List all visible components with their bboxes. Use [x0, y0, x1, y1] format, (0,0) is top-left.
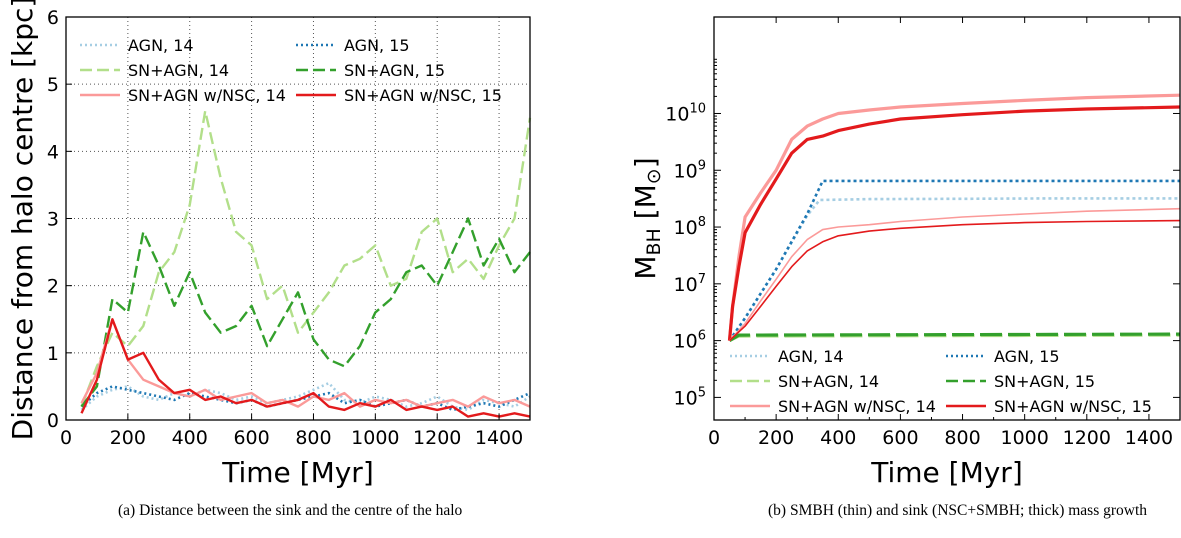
legend-label: AGN, 15	[994, 347, 1060, 366]
series-line-agn-15	[82, 386, 531, 410]
y-tick-label: 0	[47, 410, 59, 432]
y-tick-label: 1010	[665, 101, 706, 125]
x-tick-label: 400	[820, 427, 856, 449]
x-tick-label: 1200	[413, 427, 461, 449]
y-tick-label: 3	[47, 209, 59, 231]
series-line-agn-14	[730, 198, 1181, 340]
y-tick-label: 106	[674, 329, 706, 353]
legend-label: SN+AGN w/NSC, 14	[778, 397, 936, 416]
y-tick-label: 105	[674, 385, 706, 409]
y-tick-label: 108	[674, 215, 706, 239]
x-tick-label: 0	[708, 427, 720, 449]
x-tick-label: 600	[233, 427, 269, 449]
figure: 0 200 400 600 800 1000 1200 1400 0 1 2 3 4 5 6 AGN, 14…	[0, 0, 1181, 500]
x-tick-label: 800	[295, 427, 331, 449]
x-tick-label: 200	[110, 427, 146, 449]
legend-label: SN+AGN w/NSC, 15	[344, 86, 502, 105]
y-tick-label: 6	[47, 7, 59, 29]
panel-a-x-axis-label: Time [Myr]	[221, 456, 374, 489]
legend-label: SN+AGN w/NSC, 15	[994, 397, 1152, 416]
x-tick-label: 1000	[1000, 427, 1048, 449]
legend-label: SN+AGN, 14	[128, 61, 229, 80]
x-tick-label: 400	[172, 427, 208, 449]
panel-b-series	[730, 95, 1181, 340]
panel-a-y-axis-label: Distance from halo centre [kpc]	[6, 0, 39, 440]
legend-label: SN+AGN w/NSC, 14	[128, 86, 286, 105]
x-tick-label: 1200	[1063, 427, 1111, 449]
caption-a: (a) Distance between the sink and the ce…	[118, 502, 462, 520]
x-tick-label: 0	[60, 427, 72, 449]
series-line-sn-agn-w-nsc-15	[730, 107, 1181, 341]
y-tick-label: 1	[47, 343, 59, 365]
panel-a-ticks: 0 200 400 600 800 1000 1200 1400 0 1 2 3 4 5 6	[47, 7, 523, 449]
panel-b-y-axis-label: MBH [M⊙]	[629, 157, 665, 279]
caption-b: (b) SMBH (thin) and sink (NSC+SMBH; thic…	[768, 502, 1147, 520]
panel-b-legend: AGN, 14 AGN, 15 SN+AGN, 14 SN+AGN, 15 SN+AGN…	[730, 347, 1152, 416]
legend-label: AGN, 14	[128, 36, 194, 55]
panel-b-x-axis-label: Time [Myr]	[870, 456, 1023, 489]
legend-label: AGN, 15	[344, 36, 410, 55]
x-tick-label: 800	[944, 427, 980, 449]
series-line-sn-agn-15	[82, 219, 531, 407]
y-tick-label: 107	[674, 272, 706, 296]
y-tick-label: 5	[47, 74, 59, 96]
y-tick-label: 4	[47, 141, 59, 163]
series-line-smbh-w-nsc-14	[730, 209, 1181, 341]
y-tick-label: 109	[674, 158, 706, 182]
x-tick-label: 1400	[1125, 427, 1173, 449]
series-line-smbh-w-nsc-15	[730, 221, 1181, 341]
legend-label: AGN, 14	[778, 347, 844, 366]
y-tick-label: 2	[47, 276, 59, 298]
x-tick-label: 1000	[351, 427, 399, 449]
legend-label: SN+AGN, 15	[344, 61, 445, 80]
panel-a-series	[82, 111, 531, 417]
legend-label: SN+AGN, 14	[778, 372, 879, 391]
x-tick-label: 1400	[475, 427, 523, 449]
x-tick-label: 200	[758, 427, 794, 449]
panel-b-mass-chart: 0 200 400 600 800 1000 1200 1400 105 106 107 108 109…	[629, 17, 1180, 489]
x-tick-label: 600	[882, 427, 918, 449]
panel-a-legend: AGN, 14 AGN, 15 SN+AGN, 14 SN+AGN, 15 SN+AGN…	[80, 36, 502, 105]
legend-label: SN+AGN, 15	[994, 372, 1095, 391]
panel-a-distance-chart: 0 200 400 600 800 1000 1200 1400 0 1 2 3 4 5 6 AGN, 14…	[6, 0, 530, 489]
